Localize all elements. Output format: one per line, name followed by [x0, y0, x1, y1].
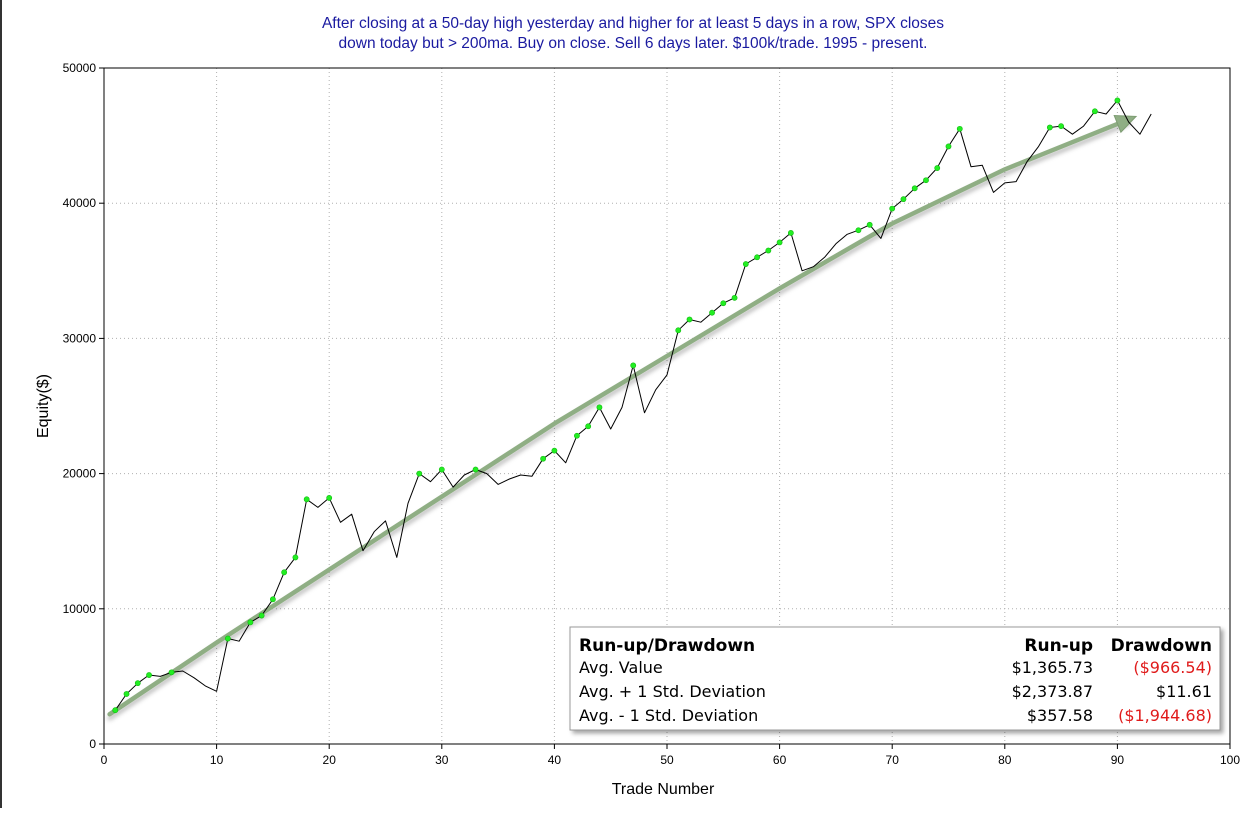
- chart-title-line-2: down today but > 200ma. Buy on close. Se…: [339, 35, 928, 52]
- new-high-marker: [1046, 124, 1053, 131]
- stats-panel-box: [569, 626, 1221, 731]
- new-high-marker: [630, 362, 637, 369]
- y-tick-label: 10000: [63, 602, 97, 616]
- stats-drawdown-header: Drawdown: [1111, 636, 1212, 656]
- y-axis-label: Equity($): [35, 374, 52, 438]
- new-high-marker: [281, 569, 288, 576]
- chart-title-line-1: After closing at a 50-day high yesterday…: [322, 15, 944, 32]
- trend-arrow: [107, 114, 1138, 717]
- stats-row-drawdown: $11.61: [1156, 682, 1212, 701]
- new-high-marker: [269, 596, 276, 603]
- y-tick-label: 40000: [63, 196, 97, 210]
- x-tick-label: 30: [435, 753, 449, 767]
- runup-drawdown-panel: Run-up/Drawdown Run-up Drawdown Avg. Val…: [569, 626, 1221, 731]
- x-tick-label: 20: [323, 753, 337, 767]
- new-high-marker: [1114, 97, 1121, 104]
- stats-row-runup: $1,365.73: [1012, 658, 1093, 677]
- x-tick-label: 50: [660, 753, 674, 767]
- stats-row-drawdown: ($966.54): [1133, 658, 1212, 677]
- x-tick-label: 90: [1111, 753, 1125, 767]
- stats-runup-header: Run-up: [1024, 636, 1093, 656]
- tick-labels: 0 10 20 30 40 50 60 70 80 90 100 0 10000 20000 30000 40…: [63, 61, 1241, 767]
- y-tick-label: 20000: [63, 467, 97, 481]
- new-high-marker: [675, 327, 682, 334]
- x-tick-label: 70: [886, 753, 900, 767]
- new-high-marker: [146, 672, 152, 678]
- new-high-marker: [438, 466, 445, 473]
- new-high-marker: [731, 294, 738, 301]
- x-tick-label: 80: [998, 753, 1012, 767]
- stats-row-label: Avg. Value: [579, 658, 663, 677]
- new-high-marker: [742, 261, 749, 267]
- new-high-marker: [224, 635, 231, 642]
- axes: [99, 67, 1231, 749]
- new-high-marker: [1091, 108, 1098, 115]
- new-high-marker: [258, 612, 265, 619]
- new-high-marker: [123, 691, 130, 697]
- x-axis-label: Trade Number: [612, 781, 715, 798]
- new-high-marker: [923, 177, 929, 184]
- new-high-marker: [247, 619, 254, 626]
- new-high-marker: [686, 316, 693, 323]
- new-high-marker: [911, 185, 918, 192]
- x-tick-label: 0: [101, 753, 108, 767]
- new-high-marker: [134, 680, 141, 687]
- stats-header-label: Run-up/Drawdown: [579, 636, 755, 656]
- stats-row-label: Avg. - 1 Std. Deviation: [579, 706, 758, 725]
- new-high-marker: [416, 470, 423, 477]
- new-high-marker: [720, 300, 727, 307]
- new-high-markers: [112, 97, 1121, 714]
- stats-row-drawdown: ($1,944.68): [1118, 706, 1212, 725]
- plot-frame: [103, 67, 1231, 745]
- new-high-marker: [945, 143, 952, 150]
- new-high-marker: [956, 125, 963, 132]
- y-tick-label: 30000: [63, 331, 97, 345]
- new-high-marker: [168, 669, 175, 676]
- new-high-marker: [855, 227, 862, 234]
- new-high-marker: [292, 554, 299, 561]
- new-high-marker: [596, 404, 603, 411]
- x-tick-label: 60: [773, 753, 787, 767]
- new-high-marker: [1058, 123, 1064, 130]
- new-high-marker: [326, 495, 333, 501]
- new-high-marker: [540, 455, 547, 462]
- new-high-marker: [765, 247, 772, 254]
- new-high-marker: [303, 496, 310, 503]
- new-high-marker: [754, 254, 760, 261]
- new-high-marker: [585, 423, 592, 430]
- trend-line: [107, 117, 1131, 717]
- stats-row-runup: $2,373.87: [1012, 682, 1093, 701]
- new-high-marker: [900, 196, 907, 203]
- new-high-marker: [551, 447, 558, 454]
- new-high-marker: [112, 707, 119, 714]
- y-tick-label: 0: [89, 737, 96, 751]
- stats-row-runup: $357.58: [1027, 706, 1093, 725]
- new-high-marker: [776, 239, 783, 246]
- x-tick-label: 10: [210, 753, 224, 767]
- new-high-marker: [574, 432, 580, 439]
- new-high-marker: [866, 221, 873, 228]
- new-high-marker: [889, 205, 896, 212]
- x-tick-label: 40: [548, 753, 562, 767]
- new-high-marker: [709, 309, 715, 316]
- x-tick-label: 100: [1220, 753, 1240, 767]
- new-high-marker: [472, 466, 479, 473]
- new-high-marker: [934, 165, 941, 171]
- stats-row-label: Avg. + 1 Std. Deviation: [579, 682, 766, 701]
- new-high-marker: [787, 230, 794, 236]
- y-tick-label: 50000: [63, 61, 97, 75]
- stats-rows: Avg. Value $1,365.73 ($966.54) Avg. + 1 Std…: [579, 658, 1212, 725]
- gridlines: [104, 67, 1231, 744]
